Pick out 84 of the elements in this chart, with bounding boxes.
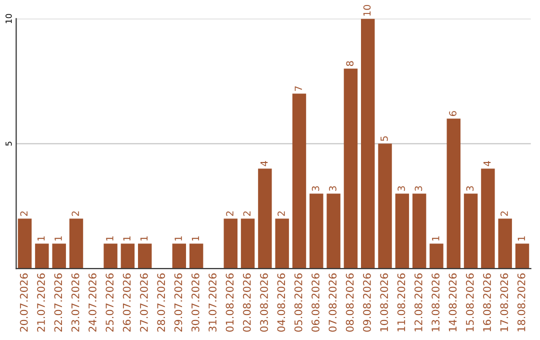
data-label: 8 xyxy=(346,61,354,66)
data-label: 2 xyxy=(243,211,250,216)
bar xyxy=(378,144,392,269)
bar xyxy=(464,194,478,269)
x-tick-label: 13.08.2026 xyxy=(432,273,440,332)
x-tick-label: 25.07.2026 xyxy=(106,273,114,332)
bar xyxy=(120,244,135,269)
bar xyxy=(18,218,32,269)
data-label: 10 xyxy=(363,4,371,16)
x-tick-label: 28.07.2026 xyxy=(157,273,166,332)
x-tick-label: 05.08.2026 xyxy=(294,273,302,332)
data-label: 2 xyxy=(278,211,285,216)
data-label: 2 xyxy=(500,211,508,216)
bar xyxy=(498,218,512,269)
bar xyxy=(189,244,204,269)
x-tick-label: 20.07.2026 xyxy=(20,273,28,332)
bar xyxy=(412,194,426,269)
x-tick-label: 26.07.2026 xyxy=(122,273,131,332)
x-tick-label: 08.08.2026 xyxy=(346,273,354,332)
x-tick-label: 27.07.2026 xyxy=(140,273,148,332)
x-tick-label: 16.08.2026 xyxy=(483,273,491,332)
x-tick-label: 06.08.2026 xyxy=(312,273,320,332)
x-tick-label: 10.08.2026 xyxy=(380,273,388,332)
x-tick-label: 12.08.2026 xyxy=(414,273,422,332)
x-tick-label: 02.08.2026 xyxy=(242,273,251,332)
data-label: 1 xyxy=(140,236,148,241)
x-tick-label: 14.08.2026 xyxy=(448,273,457,332)
x-tick-label: 17.08.2026 xyxy=(500,273,508,332)
bar xyxy=(275,218,289,269)
data-label: 1 xyxy=(106,236,114,241)
bar xyxy=(446,118,460,269)
data-label: 3 xyxy=(398,186,405,191)
x-tick-label: 07.08.2026 xyxy=(328,273,337,332)
data-label: 1 xyxy=(174,236,182,241)
bar xyxy=(395,194,410,269)
x-tick-label: 30.07.2026 xyxy=(191,273,200,332)
bar xyxy=(35,244,49,269)
x-tick-label: 11.08.2026 xyxy=(397,273,406,332)
data-label: 2 xyxy=(226,211,234,216)
bar xyxy=(52,244,66,269)
x-tick-label: 24.07.2026 xyxy=(88,273,96,332)
bar xyxy=(481,168,495,269)
bar xyxy=(138,244,152,269)
bar xyxy=(326,194,340,269)
data-label: 3 xyxy=(466,186,474,191)
bar xyxy=(292,94,306,269)
data-label: 2 xyxy=(20,211,28,216)
x-tick-label: 15.08.2026 xyxy=(466,273,474,332)
x-tick-label: 04.08.2026 xyxy=(277,273,286,332)
x-tick-label: 18.08.2026 xyxy=(517,273,526,332)
bar xyxy=(344,68,358,269)
data-label: 4 xyxy=(260,161,268,166)
bar xyxy=(515,244,530,269)
data-label: 6 xyxy=(449,111,456,116)
x-tick-label: 09.08.2026 xyxy=(363,273,371,332)
data-label: 1 xyxy=(38,236,45,241)
x-tick-label: 29.07.2026 xyxy=(174,273,182,332)
bar xyxy=(104,244,118,269)
data-label: 1 xyxy=(518,236,525,241)
data-label: 5 xyxy=(380,136,388,141)
data-label: 3 xyxy=(312,186,320,191)
data-label: 7 xyxy=(294,86,302,91)
x-tick-label: 21.07.2026 xyxy=(37,273,45,332)
bar xyxy=(430,244,444,269)
bar xyxy=(224,218,238,269)
x-tick-label: 23.07.2026 xyxy=(71,273,80,332)
data-label: 1 xyxy=(54,236,62,241)
data-label: 1 xyxy=(123,236,130,241)
bar xyxy=(258,168,272,269)
bar xyxy=(310,194,324,269)
data-label: 4 xyxy=(484,161,491,166)
data-label: 1 xyxy=(432,236,440,241)
bar xyxy=(172,244,186,269)
x-tick-label: 01.08.2026 xyxy=(226,273,234,332)
x-tick-label: 22.07.2026 xyxy=(54,273,62,332)
data-label: 2 xyxy=(72,211,79,216)
data-label: 1 xyxy=(192,236,199,241)
bar xyxy=(240,218,255,269)
data-label: 3 xyxy=(329,186,336,191)
bar xyxy=(69,218,84,269)
bar xyxy=(360,18,375,269)
x-tick-label: 03.08.2026 xyxy=(260,273,268,332)
data-label: 3 xyxy=(414,186,422,191)
x-tick-label: 31.07.2026 xyxy=(208,273,216,332)
